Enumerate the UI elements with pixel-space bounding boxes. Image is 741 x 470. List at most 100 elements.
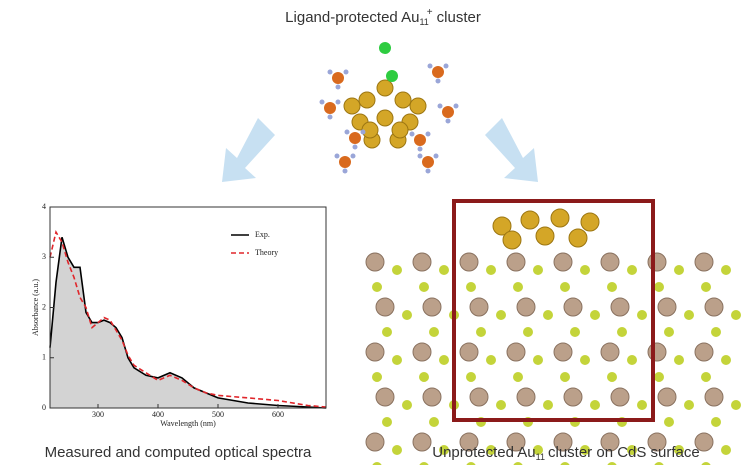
cd-atom [611, 298, 629, 316]
s-atom [429, 417, 439, 427]
s-atom [392, 445, 402, 455]
s-atom [731, 310, 741, 320]
au-atom [551, 209, 569, 227]
cd-atom [507, 253, 525, 271]
h-atom [336, 100, 341, 105]
cd-atom [376, 388, 394, 406]
s-atom [382, 327, 392, 337]
s-atom [701, 282, 711, 292]
gold-atom [359, 92, 375, 108]
s-atom [590, 310, 600, 320]
cd-atom [413, 343, 431, 361]
y-tick-label: 0 [42, 403, 46, 412]
cd-atom [366, 253, 384, 271]
au-atom [569, 229, 587, 247]
s-atom [439, 355, 449, 365]
cd-atom [423, 298, 441, 316]
right-caption-prefix: Unprotected Au [432, 444, 535, 461]
cds-surface [366, 209, 741, 465]
h-atom [344, 70, 349, 75]
s-atom [684, 400, 694, 410]
cd-atom [601, 253, 619, 271]
gold-atom [377, 80, 393, 96]
s-atom [476, 327, 486, 337]
s-atom [721, 265, 731, 275]
p-atom [442, 106, 454, 118]
legend-label: Exp. [255, 230, 270, 239]
arrow-left [222, 118, 275, 182]
gold-atom [377, 110, 393, 126]
cd-atom [423, 388, 441, 406]
cd-atom [695, 253, 713, 271]
h-atom [320, 100, 325, 105]
top-label-subscript: 11 [419, 17, 428, 27]
cd-atom [705, 388, 723, 406]
s-atom [513, 282, 523, 292]
s-atom [533, 355, 543, 365]
cd-atom [564, 298, 582, 316]
h-atom [343, 169, 348, 174]
cd-atom [413, 253, 431, 271]
s-atom [684, 310, 694, 320]
s-atom [523, 327, 533, 337]
gold-atom [392, 122, 408, 138]
s-atom [533, 265, 543, 275]
p-atom [432, 66, 444, 78]
cd-atom [554, 253, 572, 271]
s-atom [664, 417, 674, 427]
top-label: Ligand-protected Au11+cluster [285, 7, 481, 28]
cd-atom [648, 253, 666, 271]
cl-atom [386, 70, 398, 82]
cd-atom [658, 388, 676, 406]
s-atom [560, 372, 570, 382]
cd-atom [413, 433, 431, 451]
y-tick-label: 2 [42, 302, 46, 311]
x-tick-label: 500 [212, 410, 224, 419]
s-atom [711, 327, 721, 337]
s-atom [607, 372, 617, 382]
s-atom [513, 372, 523, 382]
cluster-molecule [320, 42, 459, 174]
s-atom [654, 372, 664, 382]
cd-atom [564, 388, 582, 406]
h-atom [438, 104, 443, 109]
h-atom [336, 85, 341, 90]
cl-atom [379, 42, 391, 54]
h-atom [353, 145, 358, 150]
figure: Ligand-protected Au11+cluster Measured a… [0, 0, 741, 465]
s-atom [402, 310, 412, 320]
s-atom [627, 355, 637, 365]
s-atom [701, 372, 711, 382]
arrow-right [485, 118, 538, 182]
s-atom [664, 327, 674, 337]
s-atom [466, 372, 476, 382]
cd-atom [554, 343, 572, 361]
cd-atom [507, 343, 525, 361]
s-atom [627, 265, 637, 275]
x-tick-label: 400 [152, 410, 164, 419]
s-atom [419, 372, 429, 382]
s-atom [419, 282, 429, 292]
s-atom [372, 372, 382, 382]
s-atom [392, 355, 402, 365]
s-atom [496, 310, 506, 320]
h-atom [418, 147, 423, 152]
gold-atom [344, 98, 360, 114]
s-atom [570, 327, 580, 337]
p-atom [422, 156, 434, 168]
cd-atom [517, 298, 535, 316]
x-axis-label: Wavelength (nm) [160, 419, 216, 428]
cd-atom [695, 343, 713, 361]
cd-atom [705, 298, 723, 316]
cd-atom [470, 298, 488, 316]
x-tick-label: 300 [92, 410, 104, 419]
s-atom [674, 265, 684, 275]
h-atom [361, 130, 366, 135]
h-atom [436, 79, 441, 84]
s-atom [637, 400, 647, 410]
s-atom [543, 310, 553, 320]
s-atom [466, 282, 476, 292]
au-atom [503, 231, 521, 249]
h-atom [428, 64, 433, 69]
